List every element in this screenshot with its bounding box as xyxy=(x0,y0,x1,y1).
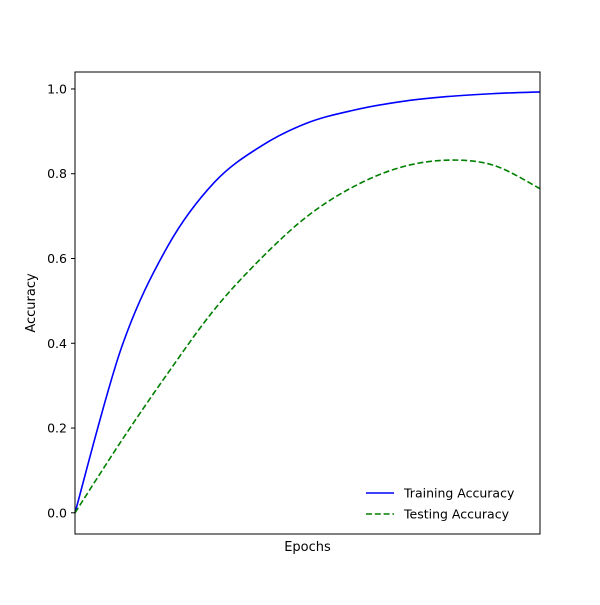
y-tick-label: 0.4 xyxy=(47,336,67,351)
series-line-1 xyxy=(74,159,541,514)
y-axis-ticks: 0.0 0.2 0.4 0.6 0.8 1.0 xyxy=(47,81,75,520)
y-tick-label: 0.2 xyxy=(47,421,67,436)
y-axis-label: Accuracy xyxy=(24,273,39,333)
plot-lines xyxy=(74,91,541,514)
legend-label-0: Training Accuracy xyxy=(403,486,515,501)
series-line-0 xyxy=(74,91,541,514)
legend: Training Accuracy Testing Accuracy xyxy=(366,486,515,522)
y-tick-label: 1.0 xyxy=(47,81,67,96)
y-tick-label: 0.0 xyxy=(47,505,67,520)
y-tick-label: 0.6 xyxy=(47,251,67,266)
plot-frame xyxy=(74,71,541,535)
x-axis-label: Epochs xyxy=(284,540,331,555)
legend-label-1: Testing Accuracy xyxy=(403,507,510,522)
y-tick-label: 0.8 xyxy=(47,166,67,181)
